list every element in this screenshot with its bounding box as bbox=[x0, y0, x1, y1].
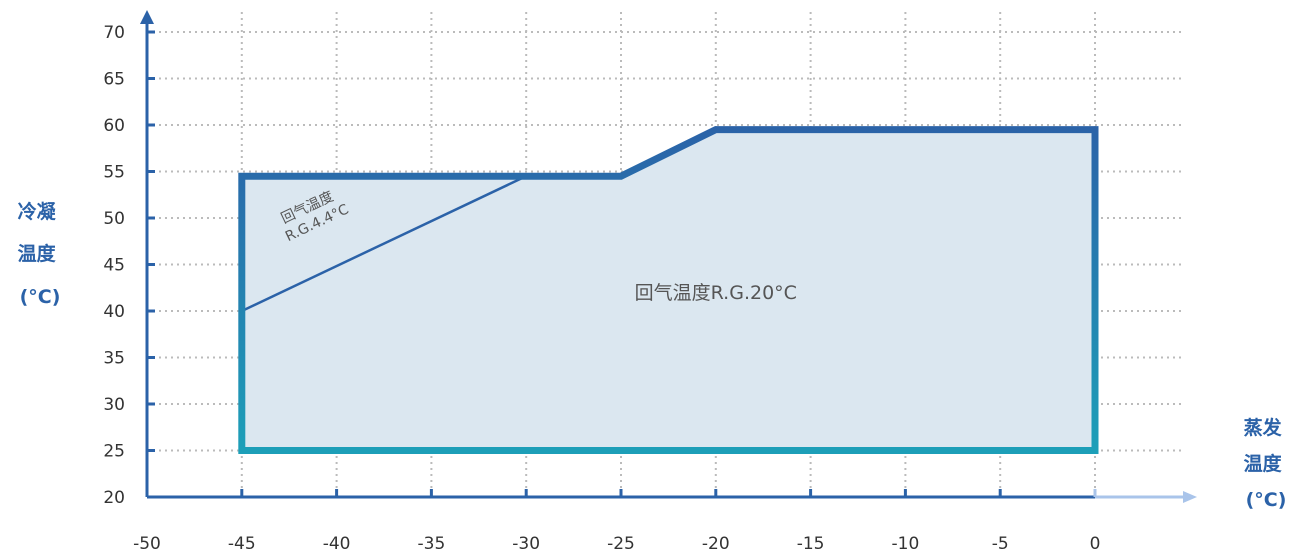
y-tick-label: 30 bbox=[103, 395, 125, 415]
x-tick-label: -5 bbox=[992, 534, 1009, 554]
y-tick-label: 20 bbox=[103, 488, 125, 508]
x-tick-label: -35 bbox=[418, 534, 446, 554]
x-axis-title-line-3: (°C) bbox=[1246, 489, 1287, 511]
x-tick-label: -40 bbox=[323, 534, 351, 554]
x-tick-label: -45 bbox=[228, 534, 256, 554]
y-tick-label: 40 bbox=[103, 302, 125, 322]
y-tick-label: 45 bbox=[103, 256, 125, 276]
y-axis-arrow bbox=[140, 10, 154, 24]
x-tick-label: -10 bbox=[892, 534, 920, 554]
x-axis-arrow bbox=[1183, 491, 1197, 503]
y-axis-title-line-2: 温度 bbox=[18, 242, 57, 265]
x-axis-title-line-1: 蒸发 bbox=[1244, 416, 1283, 439]
y-tick-label: 35 bbox=[103, 349, 125, 369]
envelope-boundary-line bbox=[238, 126, 1099, 454]
x-axis-title-line-2: 温度 bbox=[1244, 452, 1283, 475]
x-tick-label: -25 bbox=[607, 534, 635, 554]
x-tick-label: 0 bbox=[1090, 534, 1101, 554]
y-tick-label: 50 bbox=[103, 209, 125, 229]
y-tick-label: 65 bbox=[103, 70, 125, 90]
y-axis-title: 冷凝 温度 (°C) bbox=[18, 200, 63, 308]
y-axis-title-line-3: (°C) bbox=[20, 286, 61, 308]
x-axis-title: 蒸发 温度 (°C) bbox=[1244, 416, 1289, 511]
region-label-rg-20: 回气温度R.G.20°C bbox=[635, 282, 797, 304]
x-tick-label: -20 bbox=[702, 534, 730, 554]
y-axis-ticks: 20 25 30 35 40 45 50 55 60 65 70 bbox=[103, 23, 155, 508]
x-tick-label: -15 bbox=[797, 534, 825, 554]
y-tick-label: 70 bbox=[103, 23, 125, 43]
x-axis-ticks: -50 -45 -40 -35 -30 -25 -20 -15 -10 -5 0 bbox=[133, 489, 1100, 554]
x-tick-label: -30 bbox=[512, 534, 540, 554]
y-tick-label: 60 bbox=[103, 116, 125, 136]
rg-4-4-boundary-line bbox=[241, 175, 527, 313]
y-axis-title-line-1: 冷凝 bbox=[18, 200, 57, 223]
x-tick-label: -50 bbox=[133, 534, 161, 554]
y-tick-label: 25 bbox=[103, 442, 125, 462]
y-tick-label: 55 bbox=[103, 163, 125, 183]
